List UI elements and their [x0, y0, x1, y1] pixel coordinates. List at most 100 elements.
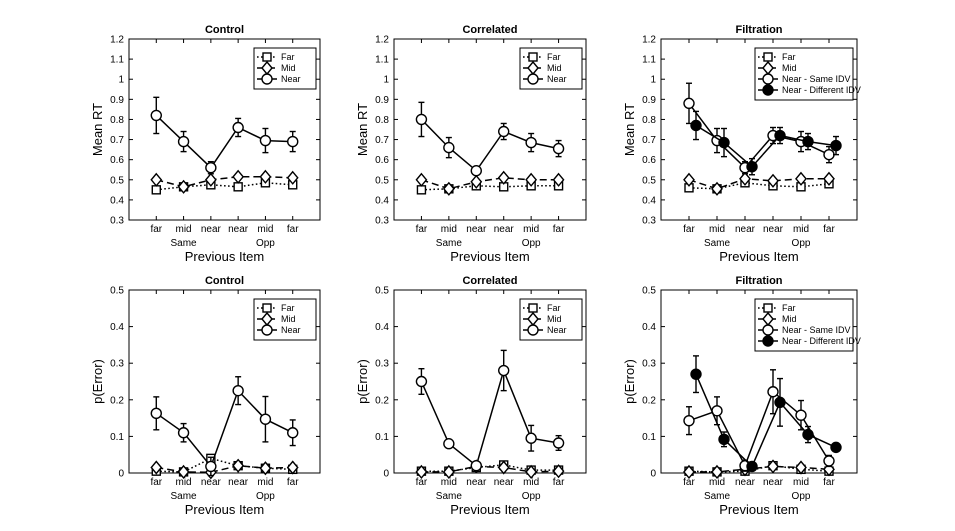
- data-point: [497, 170, 510, 185]
- y-tick-label: 0.3: [110, 359, 124, 370]
- data-point: [739, 171, 751, 186]
- panel-title: Filtration: [735, 24, 782, 36]
- data-point: [286, 170, 299, 185]
- x-tick-label: near: [763, 224, 784, 235]
- data-point: [552, 142, 565, 155]
- data-point: [442, 464, 455, 479]
- legend-marker: [528, 52, 538, 62]
- x-tick-label: near: [228, 477, 249, 488]
- x-tick-label: near: [201, 477, 222, 488]
- data-point: [259, 461, 272, 476]
- x-tick-label: mid: [709, 224, 725, 235]
- data-point: [683, 464, 695, 479]
- data-point: [711, 464, 723, 479]
- data-point: [683, 414, 695, 427]
- data-point: [259, 134, 272, 147]
- legend-label: Far: [547, 303, 561, 313]
- data-point: [470, 174, 483, 189]
- x-tick-label: near: [494, 224, 515, 235]
- data-point: [525, 464, 538, 479]
- data-point: [150, 109, 162, 122]
- y-tick-label: 0.3: [375, 359, 389, 370]
- series-3: [415, 349, 565, 472]
- legend-label: Mid: [782, 63, 797, 73]
- x-group-label-same: Same: [171, 238, 198, 249]
- series-3: [150, 96, 299, 175]
- x-tick-label: near: [201, 224, 222, 235]
- legend-marker: [762, 324, 774, 336]
- y-tick-label: 0.3: [642, 359, 656, 370]
- y-tick-label: 0.3: [375, 216, 389, 227]
- series-2: [415, 170, 565, 196]
- x-tick-label: far: [150, 477, 162, 488]
- data-point: [232, 458, 245, 473]
- data-point: [443, 141, 455, 154]
- legend-label: Far: [281, 303, 295, 313]
- legend-marker: [261, 324, 273, 336]
- x-tick-label: far: [553, 477, 565, 488]
- y-tick-label: 0.6: [110, 155, 124, 166]
- data-point: [470, 459, 482, 472]
- y-tick-label: 0.8: [375, 115, 389, 126]
- data-point: [795, 460, 807, 475]
- legend-label: Mid: [281, 314, 296, 324]
- y-axis-label: p(Error): [90, 359, 105, 404]
- x-group-label-opp: Opp: [792, 491, 811, 502]
- x-group-label-same: Same: [171, 491, 198, 502]
- x-tick-label: near: [735, 477, 756, 488]
- data-point: [415, 113, 428, 126]
- data-point: [232, 384, 244, 397]
- data-point: [151, 185, 161, 195]
- y-tick-label: 0.5: [375, 286, 389, 297]
- y-tick-label: 0.5: [642, 175, 656, 186]
- x-tick-label: far: [683, 477, 695, 488]
- legend-label: Near: [281, 74, 301, 84]
- data-point: [802, 135, 814, 148]
- y-tick-label: 0.5: [375, 175, 389, 186]
- x-tick-label: mid: [793, 224, 809, 235]
- y-tick-label: 0.5: [110, 286, 124, 297]
- legend-marker: [527, 73, 539, 85]
- y-tick-label: 0.7: [375, 135, 389, 146]
- legend-label: Near - Same IDV: [782, 325, 851, 335]
- data-point: [416, 185, 427, 195]
- data-point: [795, 409, 807, 421]
- data-point: [795, 171, 807, 186]
- y-tick-label: 1: [383, 75, 389, 86]
- y-tick-label: 0.2: [642, 395, 656, 406]
- y-tick-label: 0.2: [375, 395, 389, 406]
- data-point: [774, 129, 786, 142]
- legend-label: Mid: [281, 63, 296, 73]
- data-point: [711, 181, 723, 196]
- x-group-label-same: Same: [436, 238, 463, 249]
- panel-title: Correlated: [462, 24, 517, 36]
- legend-marker: [762, 73, 774, 85]
- x-group-label-opp: Opp: [256, 491, 275, 502]
- legend-label: Near: [281, 325, 301, 335]
- y-tick-label: 1.1: [642, 55, 656, 66]
- y-tick-label: 0.4: [110, 195, 124, 206]
- x-tick-label: far: [823, 224, 835, 235]
- legend-marker: [527, 324, 539, 336]
- x-tick-label: near: [763, 477, 784, 488]
- x-group-label-same: Same: [436, 491, 463, 502]
- data-point: [442, 181, 455, 196]
- y-tick-label: 0.1: [375, 432, 389, 443]
- y-tick-label: 0.1: [110, 432, 124, 443]
- x-tick-label: mid: [793, 477, 809, 488]
- legend-label: Mid: [547, 314, 562, 324]
- data-point: [767, 386, 779, 398]
- data-point: [150, 460, 163, 475]
- legend-label: Mid: [782, 314, 797, 324]
- y-tick-label: 0.4: [642, 195, 656, 206]
- x-tick-label: mid: [257, 477, 273, 488]
- data-point: [204, 172, 217, 187]
